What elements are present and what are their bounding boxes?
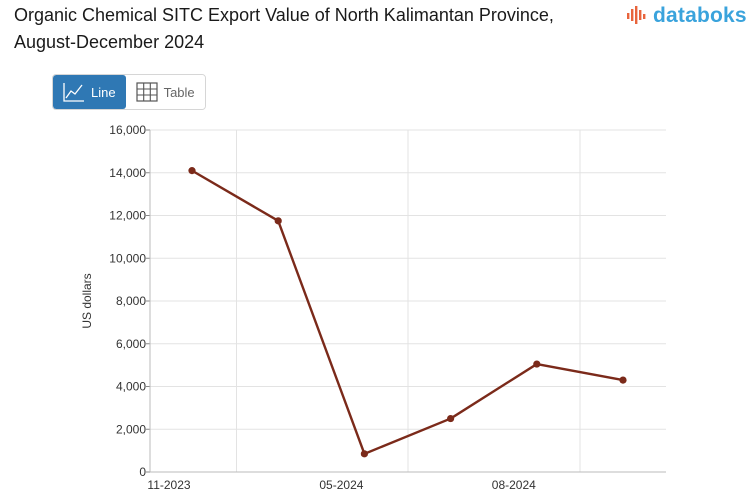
axis-layer: 0 2,000 4,000 6,000 8,000 10,000 12,000 14,000 1… xyxy=(109,123,666,492)
table-grid-icon xyxy=(135,82,158,102)
y-tick-label: 6,000 xyxy=(116,337,146,351)
line-view-button[interactable]: Line xyxy=(53,75,126,109)
line-view-label: Line xyxy=(91,84,116,100)
y-axis-title: US dollars xyxy=(80,273,94,328)
y-tick-label: 14,000 xyxy=(109,166,146,180)
y-tick-label: 8,000 xyxy=(116,294,146,308)
table-view-button[interactable]: Table xyxy=(125,75,205,109)
data-point[interactable] xyxy=(619,376,627,384)
series-layer xyxy=(188,167,627,458)
data-point[interactable] xyxy=(533,360,541,368)
view-toggle: Line Table xyxy=(52,74,206,110)
line-chart-icon xyxy=(63,83,84,102)
data-point[interactable] xyxy=(447,414,455,423)
x-tick-label: 05-2024 xyxy=(319,478,363,492)
table-view-label: Table xyxy=(163,84,195,100)
series-line xyxy=(191,169,624,456)
databoks-logo[interactable]: databoks xyxy=(626,4,747,28)
grid-layer xyxy=(150,129,666,473)
logo-text: databoks xyxy=(653,4,747,27)
chart-title: Organic Chemical SITC Export Value of No… xyxy=(14,5,554,52)
y-tick-label: 2,000 xyxy=(116,422,146,436)
y-tick-label: 16,000 xyxy=(109,123,146,137)
y-tick-label: 4,000 xyxy=(116,380,146,394)
x-tick-label: 08-2024 xyxy=(492,478,536,492)
y-tick-label: 10,000 xyxy=(109,251,146,265)
data-point[interactable] xyxy=(274,217,282,225)
data-point[interactable] xyxy=(188,167,196,175)
x-tick-label: 11-2023 xyxy=(147,478,190,492)
y-tick-label: 12,000 xyxy=(109,209,146,223)
y-tick-label: 0 xyxy=(139,465,146,479)
data-point[interactable] xyxy=(360,450,368,458)
databoks-bars-icon xyxy=(627,6,646,24)
